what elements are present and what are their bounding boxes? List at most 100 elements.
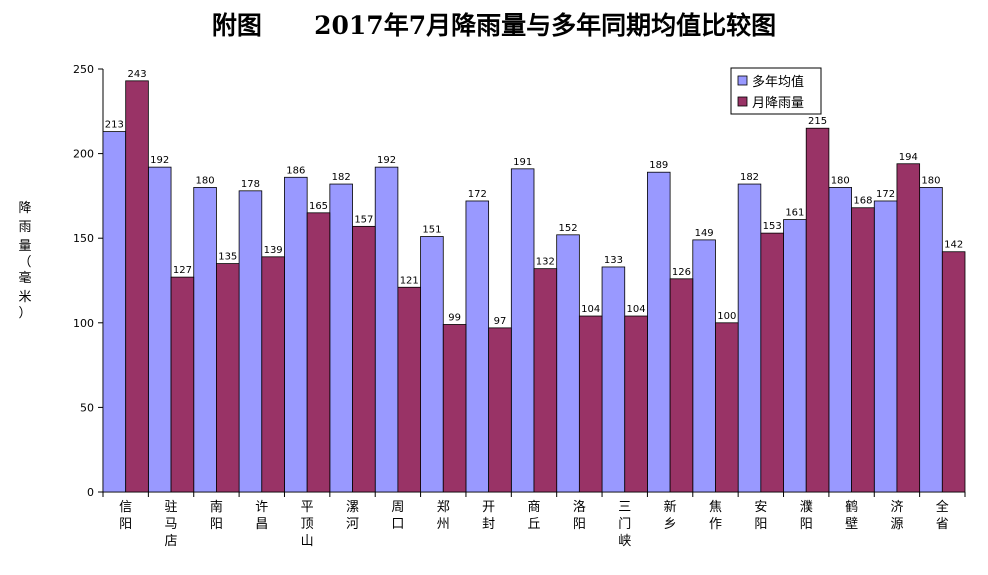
bar	[715, 322, 739, 493]
bar	[442, 324, 467, 493]
data-label: 182	[332, 172, 351, 183]
category-label: 南阳	[210, 499, 223, 532]
category-label: 鹤壁	[845, 499, 858, 532]
data-label: 153	[763, 221, 782, 232]
bar	[102, 131, 127, 493]
data-label: 149	[695, 228, 714, 239]
bar	[601, 266, 626, 493]
y-tick-label: 50	[80, 401, 94, 414]
data-labels: 213 192 180 178 186 182 192 151 172 191 152 133 189 1…	[105, 69, 963, 327]
chart-title: 附图 2017年7月降雨量与多年同期均值比较图	[211, 11, 777, 40]
data-label: 180	[921, 175, 940, 186]
data-label: 192	[150, 155, 169, 166]
bar	[873, 200, 898, 493]
data-label: 139	[264, 245, 283, 256]
bar	[533, 268, 558, 493]
bar	[352, 225, 376, 493]
data-label: 243	[127, 69, 146, 80]
bar	[578, 315, 603, 493]
data-label: 182	[740, 172, 759, 183]
bar	[170, 276, 195, 493]
bar	[760, 232, 784, 493]
category-label: 驻马店	[165, 500, 178, 549]
legend-label: 多年均值	[752, 74, 804, 90]
category-label: 平顶山	[301, 500, 314, 549]
category-label: 周口	[391, 500, 404, 532]
bar	[828, 187, 852, 493]
data-label: 151	[422, 225, 441, 236]
bar	[261, 256, 285, 493]
data-label: 152	[558, 223, 577, 234]
y-tick-label: 250	[73, 63, 94, 76]
data-label: 142	[944, 240, 963, 251]
category-label: 全省	[936, 499, 949, 532]
category-label: 安阳	[754, 500, 767, 532]
category-label: 济源	[890, 500, 903, 532]
data-label: 161	[785, 208, 804, 219]
category-label: 商丘	[527, 500, 540, 532]
data-label: 104	[627, 304, 646, 315]
data-label: 168	[853, 196, 872, 207]
category-label: 许昌	[255, 500, 268, 532]
bar	[624, 315, 648, 493]
bar	[238, 190, 263, 493]
data-label: 180	[196, 175, 215, 186]
data-label: 104	[581, 304, 600, 315]
bar	[783, 219, 807, 493]
data-label: 172	[876, 189, 895, 200]
data-label: 133	[604, 255, 623, 266]
bar	[692, 239, 716, 493]
data-label: 126	[672, 267, 691, 278]
bar	[510, 168, 535, 493]
data-label: 99	[448, 312, 461, 323]
category-label: 洛阳	[573, 500, 586, 532]
y-tick-label: 0	[87, 486, 94, 499]
bar	[193, 187, 217, 493]
bar	[647, 171, 671, 493]
data-label: 180	[831, 175, 850, 186]
data-label: 213	[105, 120, 124, 131]
category-label: 濮阳	[800, 500, 813, 532]
bar	[669, 278, 694, 493]
data-label: 121	[400, 275, 419, 286]
bar	[216, 263, 240, 493]
data-label: 191	[513, 157, 532, 168]
data-label: 189	[649, 160, 668, 171]
bar	[488, 327, 512, 493]
bars	[102, 80, 966, 493]
y-tick-label: 100	[73, 317, 94, 330]
bar	[147, 166, 172, 493]
bar	[919, 187, 943, 493]
bar	[556, 234, 580, 493]
y-axis-label: 降雨量（毫米）	[18, 201, 31, 321]
bar	[306, 212, 331, 493]
data-label: 172	[468, 189, 487, 200]
category-label: 三门峡	[618, 500, 631, 549]
bar	[284, 176, 308, 493]
y-axis-title: 降雨量（毫米）	[18, 201, 31, 321]
category-label: 漯河	[346, 500, 359, 532]
bar	[397, 286, 421, 493]
data-label: 127	[173, 265, 192, 276]
y-tick-label: 150	[73, 232, 94, 245]
bar	[941, 251, 966, 493]
category-label: 郑州	[437, 500, 450, 532]
bar	[851, 207, 875, 493]
legend-swatch	[737, 96, 748, 107]
category-label: 新乡	[664, 499, 677, 532]
data-label: 97	[494, 316, 507, 327]
category-label: 焦作	[709, 500, 722, 532]
data-label: 157	[354, 214, 373, 225]
bar	[329, 183, 353, 493]
bar	[374, 166, 399, 493]
data-label: 132	[536, 257, 555, 268]
bar	[125, 80, 149, 493]
data-label: 178	[241, 179, 260, 190]
data-label: 194	[899, 152, 918, 163]
y-tick-label: 200	[73, 148, 94, 161]
bar	[805, 127, 830, 493]
category-label: 开封	[482, 500, 495, 532]
data-label: 215	[808, 116, 827, 127]
